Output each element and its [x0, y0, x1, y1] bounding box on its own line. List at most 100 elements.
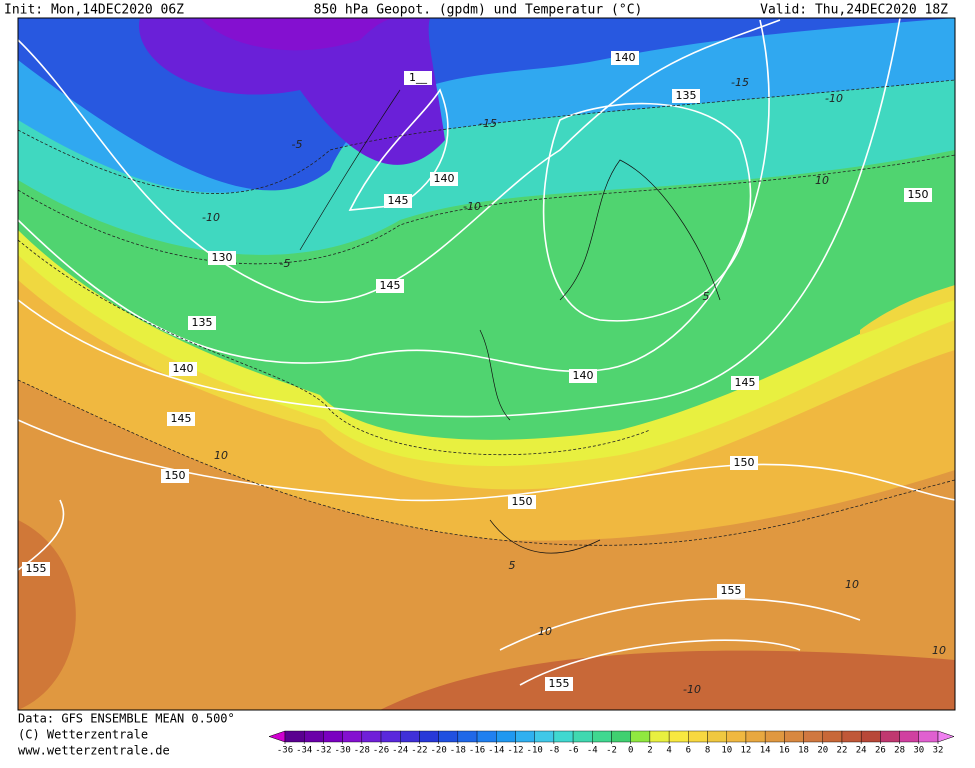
- temperature-label: 10: [932, 644, 946, 657]
- temperature-contours: [18, 79, 955, 546]
- height-label-box: [730, 456, 758, 470]
- colorbar-box: [726, 730, 747, 743]
- height-label-box: [161, 469, 189, 483]
- height-label: 155: [721, 584, 742, 597]
- colorbar-tick-label: -34: [296, 746, 312, 756]
- temperature-label: -15: [731, 76, 749, 89]
- temperature-label: 10: [815, 174, 829, 187]
- height-label-box: [545, 677, 573, 691]
- height-label: 135: [192, 316, 213, 329]
- height-label: 140: [615, 51, 636, 64]
- colorbar-box: [688, 730, 708, 743]
- temperature-label: 5: [509, 559, 516, 572]
- colorbar-box: [649, 730, 670, 743]
- height-label-box: [672, 89, 700, 103]
- height-label: 150: [165, 469, 186, 482]
- coastlines: [299, 89, 721, 554]
- colorbar-tick-label: -10: [527, 746, 543, 756]
- colorbar-tick-label: -16: [469, 746, 485, 756]
- colorbar: -36 -34 -32 -30 -28 -26 -24 -22 -20 -18 -16 -14 -12-…: [268, 730, 955, 756]
- contour-labels: 140 135 1__ 140 145 130 135 140 145 145 140 145 150 1…: [22, 51, 946, 696]
- height-label-box: [569, 369, 597, 383]
- colorbar-tick-label: 22: [837, 746, 848, 756]
- colorbar-tick-label: 26: [875, 746, 886, 756]
- temperature-label: -10: [202, 211, 220, 224]
- colorbar-box: [496, 730, 516, 743]
- colorbar-tick-label: -6: [568, 746, 579, 756]
- height-label: 150: [908, 188, 929, 201]
- colorbar-box: [304, 730, 324, 743]
- temperature-field: [380, 650, 955, 710]
- height-label: 145: [380, 279, 401, 292]
- colorbar-box: [880, 730, 900, 743]
- colorbar-tick-label: 0: [628, 746, 633, 756]
- colorbar-box: [284, 730, 305, 743]
- data-source: Data: GFS ENSEMBLE MEAN 0.500°: [18, 712, 235, 726]
- height-label-box: [717, 584, 745, 598]
- colorbar-box: [860, 730, 881, 743]
- colorbar-box: [668, 730, 689, 743]
- website: www.wetterzentrale.de: [18, 744, 170, 758]
- colorbar-tick-label: 2: [647, 746, 652, 756]
- height-label-box: [208, 251, 236, 265]
- height-label: 155: [26, 562, 47, 575]
- map-title: 850 hPa Geopot. (gpdm) und Temperatur (°…: [314, 3, 643, 18]
- colorbar-tick-label: -28: [354, 746, 370, 756]
- height-label: 135: [676, 89, 697, 102]
- colorbar-box: [361, 730, 382, 743]
- height-label-box: [404, 71, 432, 85]
- map-frame: [17, 17, 956, 711]
- height-label-box: [169, 362, 197, 376]
- colorbar-tick-label: -14: [488, 746, 504, 756]
- colorbar-tick-label: 32: [933, 746, 944, 756]
- colorbar-tick-label: -2: [606, 746, 617, 756]
- height-label: 145: [735, 376, 756, 389]
- height-label: 150: [512, 495, 533, 508]
- colorbar-tick-label: -32: [315, 746, 331, 756]
- colorbar-low-arrow: [268, 730, 286, 743]
- height-label: 145: [171, 412, 192, 425]
- colorbar-box: [342, 730, 363, 743]
- height-label: 140: [434, 172, 455, 185]
- colorbar-high-arrow: [937, 730, 955, 743]
- temperature-label: 10: [214, 449, 228, 462]
- colorbar-box: [803, 730, 823, 743]
- colorbar-box: [899, 730, 919, 743]
- colorbar-box: [534, 730, 555, 743]
- copyright: (C) Wetterzentrale: [18, 728, 148, 742]
- height-label: 140: [573, 369, 594, 382]
- temperature-label: -5: [280, 257, 291, 270]
- colorbar-tick-label: -26: [373, 746, 389, 756]
- colorbar-tick-label: -22: [411, 746, 427, 756]
- temperature-field: [200, 18, 400, 51]
- temperature-label: 10: [845, 578, 859, 591]
- colorbar-tick-label: -36: [277, 746, 293, 756]
- height-label: 155: [549, 677, 570, 690]
- colorbar-box: [784, 730, 804, 743]
- height-label-box: [904, 188, 932, 202]
- temperature-label: -10: [825, 92, 843, 105]
- colorbar-tick-label: 14: [760, 746, 771, 756]
- colorbar-box: [630, 730, 651, 743]
- colorbar-tick-label: -12: [507, 746, 523, 756]
- colorbar-box: [515, 730, 535, 743]
- colorbar-box: [380, 730, 401, 743]
- colorbar-tick-label: -24: [392, 746, 408, 756]
- height-label-box: [384, 194, 412, 208]
- colorbar-tick-label: 12: [741, 746, 752, 756]
- colorbar-tick-label: 10: [721, 746, 732, 756]
- colorbar-tick-label: 4: [666, 746, 671, 756]
- temperature-field: [139, 18, 445, 165]
- colorbar-box: [764, 730, 785, 743]
- init-time: Init: Mon,14DEC2020 06Z: [4, 3, 184, 18]
- colorbar-tick-label: 20: [817, 746, 828, 756]
- colorbar-box: [745, 730, 766, 743]
- temperature-label: 10: [538, 625, 552, 638]
- colorbar-tick-label: 28: [894, 746, 905, 756]
- height-label-box: [731, 376, 759, 390]
- valid-time: Valid: Thu,24DEC2020 18Z: [760, 3, 948, 18]
- temperature-label: -10: [463, 200, 481, 213]
- colorbar-tick-label: 16: [779, 746, 790, 756]
- colorbar-box: [918, 730, 939, 743]
